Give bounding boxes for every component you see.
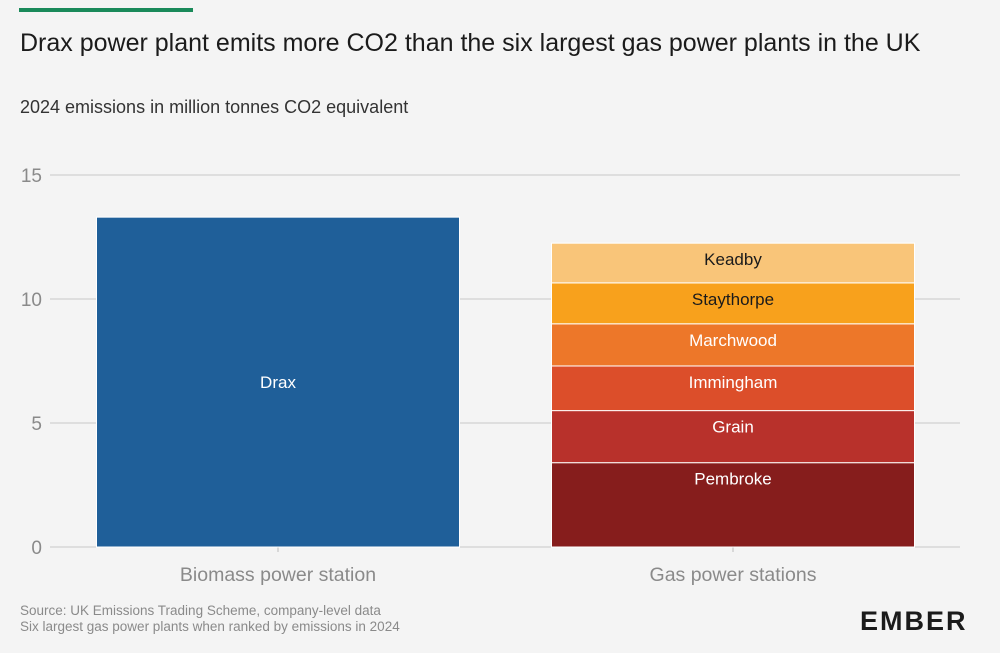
bar-segment-keadby	[551, 242, 915, 284]
bar-chart: 0 5 10 15 Biomass power station Gas power sta…	[21, 166, 960, 586]
accent-bar	[19, 8, 193, 12]
bar-segment-marchwood	[551, 323, 915, 367]
chart-subtitle: 2024 emissions in million tonnes CO2 equ…	[20, 97, 409, 117]
x-tick-label: Gas power stations	[650, 564, 817, 586]
chart-title: Drax power plant emits more CO2 than the…	[20, 29, 921, 57]
source-line: Source: UK Emissions Trading Scheme, com…	[20, 603, 381, 618]
methodology-line: Six largest gas power plants when ranked…	[20, 619, 400, 634]
bar-segment-staythorpe	[551, 282, 915, 325]
source-note: Source: UK Emissions Trading Scheme, com…	[20, 603, 400, 635]
y-tick-label: 5	[31, 414, 42, 435]
data-label: Immingham	[689, 373, 778, 392]
data-label: Keadby	[704, 250, 762, 269]
bar-segment-drax	[96, 216, 460, 548]
y-tick-label: 10	[21, 290, 42, 311]
ember-logo: EMBER	[860, 606, 968, 636]
data-label: Pembroke	[694, 470, 771, 489]
x-tick-label: Biomass power station	[180, 564, 376, 586]
data-label: Grain	[712, 418, 754, 437]
bar-segment-pembroke	[551, 462, 915, 548]
y-tick-label: 15	[21, 166, 42, 187]
bar-segment-grain	[551, 410, 915, 464]
bar-segment-immingham	[551, 365, 915, 412]
data-label: Drax	[260, 373, 296, 392]
data-label: Marchwood	[689, 331, 777, 350]
data-label: Staythorpe	[692, 290, 774, 309]
y-tick-label: 0	[31, 538, 42, 559]
